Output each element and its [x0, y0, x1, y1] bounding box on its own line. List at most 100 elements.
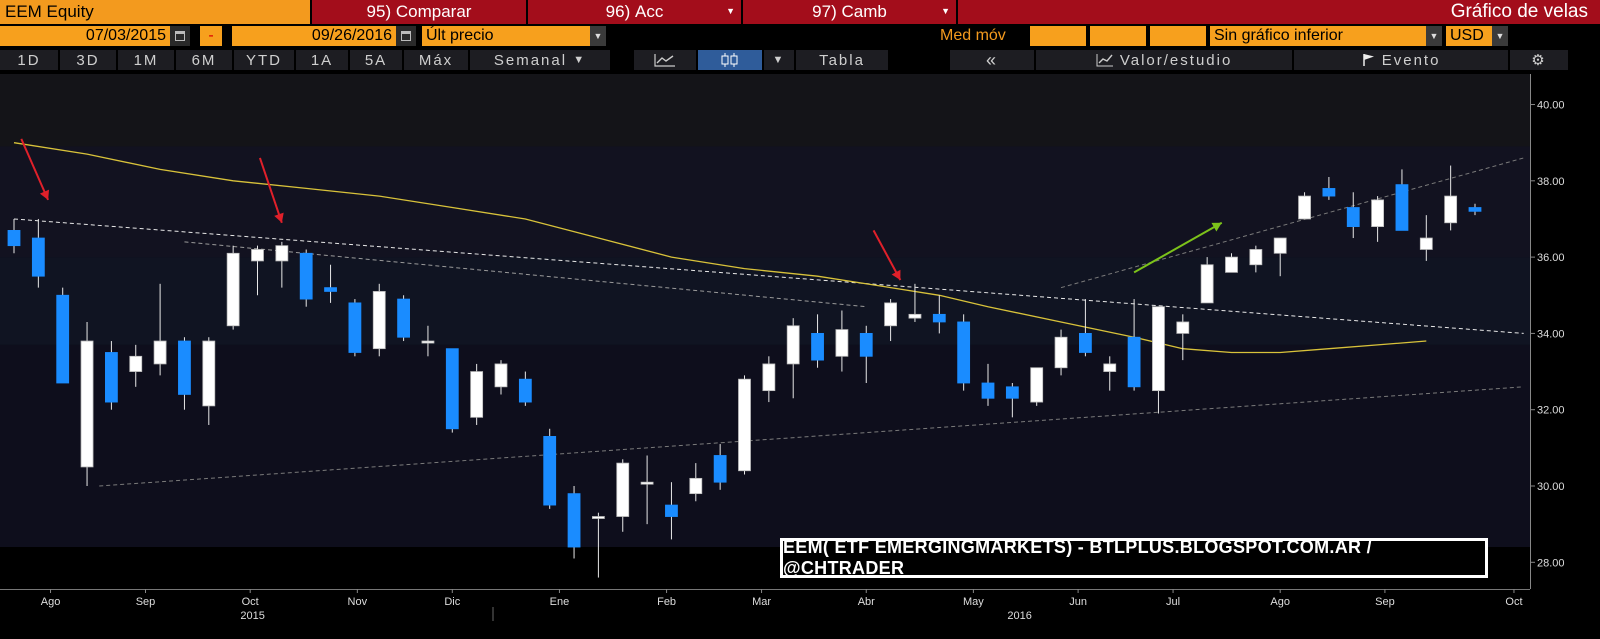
annotation-arrowhead — [891, 269, 901, 280]
start-date-field[interactable]: 07/03/2015 — [0, 26, 170, 46]
trendline — [184, 241, 867, 308]
gear-icon: ⚙ — [1531, 52, 1547, 69]
currency-select[interactable]: USD — [1446, 26, 1492, 46]
candle-up — [689, 477, 703, 495]
ticker-field[interactable]: EEM Equity — [0, 0, 310, 24]
trendline — [1060, 157, 1524, 289]
actions-label: Acc — [634, 2, 664, 21]
x-tick-label: Mar — [752, 596, 771, 608]
candle-down — [7, 230, 21, 247]
x-tick-label: Dic — [444, 596, 460, 608]
end-date-text: 09/26/2016 — [311, 27, 392, 44]
candle-down — [859, 333, 873, 357]
change-label: Camb — [841, 2, 887, 21]
price-dropdown-icon[interactable]: ▼ — [590, 26, 606, 46]
range-3d[interactable]: 3D — [60, 50, 116, 70]
candle-down — [324, 287, 337, 292]
candle-up — [738, 378, 751, 472]
candle-down — [1322, 188, 1336, 197]
candle-down — [299, 252, 313, 300]
range-max[interactable]: Máx — [404, 50, 468, 70]
chart-type-dropdown[interactable]: ▼ — [764, 50, 794, 70]
candle-down — [1005, 386, 1019, 399]
moving-avg-input-1[interactable] — [1030, 26, 1086, 46]
candle-up — [1054, 336, 1068, 369]
compare-button[interactable]: 95) Comparar — [312, 0, 526, 24]
chart-type-dropdown-icon: ▼ — [772, 54, 786, 66]
candle-down — [713, 455, 727, 483]
candle-down — [178, 340, 191, 395]
candle-up — [592, 516, 605, 519]
candle-up — [251, 249, 264, 262]
candle-up — [908, 313, 922, 319]
candle-down — [31, 237, 45, 277]
candle-up — [1249, 249, 1263, 266]
range-1a[interactable]: 1A — [296, 50, 348, 70]
y-tick-label: 28.00 — [1537, 557, 1565, 569]
range-1d[interactable]: 1D — [0, 50, 58, 70]
candle-up — [1273, 237, 1287, 254]
range-ytd-label: YTD — [246, 51, 282, 69]
range-1m-label: 1M — [133, 51, 159, 69]
candle-up — [421, 340, 435, 344]
lower-chart-dropdown-icon[interactable]: ▼ — [1426, 26, 1442, 46]
candle-up — [372, 291, 386, 350]
annotation-arrow — [1133, 221, 1223, 274]
actions-menu[interactable]: 96) Acc ▼ — [528, 0, 741, 24]
moving-avg-input-2[interactable] — [1090, 26, 1146, 46]
annotation-arrowhead — [1211, 222, 1222, 232]
range-5a[interactable]: 5A — [350, 50, 402, 70]
table-button[interactable]: Tabla — [796, 50, 888, 70]
year-label: 2015 — [240, 610, 264, 622]
candle-up — [1371, 199, 1384, 227]
candle-down — [567, 493, 581, 548]
change-menu[interactable]: 97) Camb ▼ — [743, 0, 956, 24]
candle-down — [1127, 336, 1141, 388]
event-button[interactable]: Evento — [1294, 50, 1508, 70]
toolbar: 1D 3D 1M 6M YTD 1A 5A Máx Semanal ▼ ▼ Ta… — [0, 50, 1600, 72]
date-separator: - — [200, 26, 222, 46]
range-6m[interactable]: 6M — [176, 50, 232, 70]
currency-text: USD — [1450, 27, 1484, 44]
range-ytd[interactable]: YTD — [234, 50, 294, 70]
x-tick-label: May — [963, 596, 984, 608]
change-dropdown-icon: ▼ — [941, 6, 950, 16]
range-1m[interactable]: 1M — [118, 50, 174, 70]
period-dropdown-icon: ▼ — [573, 54, 587, 66]
ticker-text: EEM Equity — [5, 2, 94, 21]
y-tick-label: 38.00 — [1537, 176, 1565, 188]
range-1a-label: 1A — [310, 51, 334, 69]
chart-title: Gráfico de velas — [1450, 1, 1588, 22]
settings-button[interactable]: ⚙ — [1510, 50, 1568, 70]
annotation-arrowhead — [274, 212, 284, 223]
year-label: 2016 — [1007, 610, 1031, 622]
period-label: Semanal — [493, 51, 568, 69]
candle-up — [129, 355, 143, 372]
y-tick-label: 40.00 — [1537, 100, 1565, 112]
end-date-field[interactable]: 09/26/2016 — [232, 26, 396, 46]
candle-down — [981, 382, 995, 399]
study-button[interactable]: Valor/estudio — [1036, 50, 1292, 70]
currency-dropdown-icon[interactable]: ▼ — [1492, 26, 1508, 46]
start-calendar-icon[interactable] — [170, 26, 190, 46]
candle-up — [1176, 321, 1190, 334]
candle-chart-button[interactable] — [698, 50, 762, 70]
candle-down — [1395, 184, 1409, 231]
candlestick-icon — [721, 53, 738, 67]
line-chart-button[interactable] — [634, 50, 696, 70]
moving-avg-input-3[interactable] — [1150, 26, 1206, 46]
candle-up — [1200, 264, 1214, 304]
candle-down — [56, 294, 70, 384]
period-select[interactable]: Semanal ▼ — [470, 50, 610, 70]
price-field-select[interactable]: Últ precio — [422, 26, 590, 46]
candle-down — [1079, 333, 1092, 353]
watermark-text: EEM( ETF EMERGINGMARKETS) - BTLPLUS.BLOG… — [783, 537, 1372, 578]
annotation-arrowhead — [39, 189, 50, 200]
y-tick-label: 36.00 — [1537, 252, 1565, 264]
lower-chart-select[interactable]: Sin gráfico inferior — [1210, 26, 1426, 46]
candle-up — [275, 245, 289, 262]
y-tick-label: 34.00 — [1537, 328, 1565, 340]
candle-up — [1152, 306, 1165, 392]
end-calendar-icon[interactable] — [396, 26, 416, 46]
back-button[interactable]: « — [950, 50, 1034, 70]
